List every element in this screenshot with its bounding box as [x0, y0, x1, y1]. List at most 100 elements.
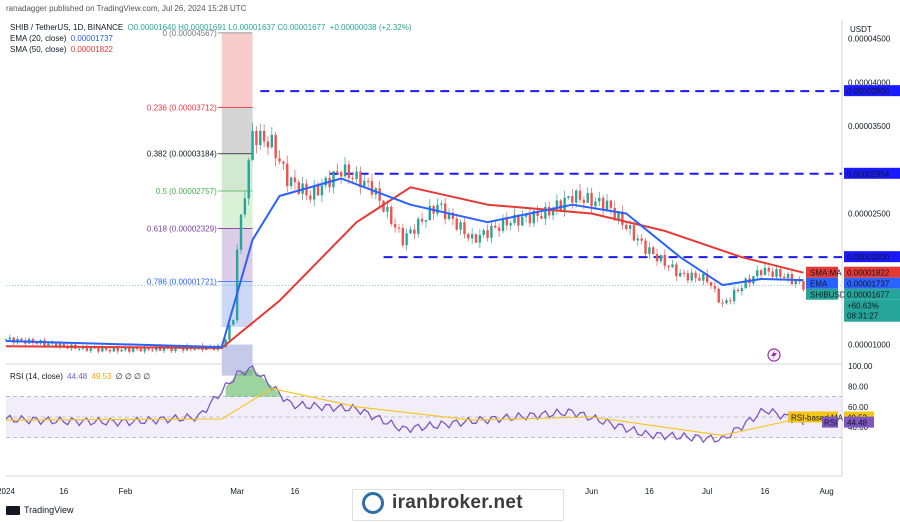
candle-body	[54, 342, 58, 348]
candle-body	[447, 212, 451, 220]
candle-body	[663, 254, 666, 266]
candle-body	[363, 180, 366, 188]
candle-body	[443, 203, 447, 220]
candle-body	[262, 130, 266, 142]
candle-body	[632, 225, 636, 241]
candle-body	[112, 347, 116, 352]
candle-body	[779, 269, 782, 277]
candle-body	[305, 183, 308, 196]
candle-body	[116, 347, 119, 352]
watermark-logo-icon	[362, 492, 384, 514]
candle-body	[609, 200, 613, 208]
legend-sma-label: SMA (50, close)	[10, 45, 67, 54]
symbol-tag-left: SHIBUSDT	[810, 291, 851, 300]
candle-body	[528, 214, 532, 224]
fib-level-label: 0.5 (0.00002757)	[156, 187, 217, 196]
candle-body	[289, 177, 293, 187]
candle-body	[382, 200, 385, 212]
candle-body	[536, 210, 539, 216]
candle-body	[378, 188, 381, 201]
candle-body	[401, 228, 405, 246]
candle-body	[89, 347, 92, 351]
candle-body	[228, 324, 231, 340]
ema-tag-right-box	[844, 277, 900, 289]
price-tick-label: 0.00001000	[848, 341, 891, 350]
candle-body	[332, 171, 335, 188]
candle-body	[77, 348, 81, 350]
candle-body	[628, 225, 632, 230]
ema-tag-left-box	[806, 277, 838, 289]
candle-body	[709, 282, 713, 286]
ema-tag-right: 0.00001737	[847, 280, 890, 289]
candle-body	[667, 265, 670, 268]
candle-body	[232, 320, 235, 325]
candle-body	[97, 347, 100, 352]
candle-body	[548, 206, 551, 216]
fib-band	[221, 191, 253, 229]
candle-body	[690, 272, 693, 281]
resistance-mid-tag-box	[844, 167, 900, 179]
legend-ema-value: 0.00001737	[70, 34, 113, 43]
candle-body	[771, 271, 774, 277]
candle-body	[567, 196, 570, 198]
candle-body	[517, 214, 520, 226]
tradingview-logo-icon	[6, 505, 20, 515]
fib-level-label: 0.382 (0.00003184)	[147, 150, 217, 159]
sma50-line	[5, 186, 804, 349]
candle-body	[393, 223, 397, 228]
candle-body	[486, 230, 489, 238]
legend-symbol-row: SHIB / TetherUS, 1D, BINANCE O0.00001640…	[10, 22, 412, 33]
candle-body	[366, 180, 370, 182]
rsi-tag-left-box	[822, 416, 838, 428]
candle-body	[786, 273, 790, 279]
candle-body	[490, 225, 493, 238]
legend-rsi-ma-value: 49.53	[91, 372, 112, 381]
candle-body	[482, 230, 485, 235]
candle-body	[744, 278, 747, 289]
candle-body	[586, 193, 589, 203]
candle-body	[8, 337, 12, 340]
candle-body	[590, 193, 593, 207]
candle-body	[224, 339, 227, 348]
time-tick-label: Aug	[819, 487, 833, 496]
rsi-tick-label: 100.00	[848, 362, 873, 371]
candle-body	[582, 199, 586, 203]
candle-body	[544, 206, 547, 219]
candle-body	[497, 227, 501, 231]
candle-body	[174, 346, 177, 352]
time-tick-label: 16	[645, 487, 654, 496]
candle-body	[339, 172, 343, 177]
candle-body	[671, 264, 674, 268]
candle-body	[601, 197, 605, 211]
candle-body	[682, 272, 686, 274]
candle-body	[459, 222, 462, 230]
candle-body	[736, 289, 740, 292]
candle-body	[12, 337, 15, 343]
candle-body	[151, 349, 154, 351]
candle-body	[648, 247, 651, 254]
candle-body	[713, 285, 717, 289]
candle-body	[521, 216, 524, 226]
candle-body	[644, 240, 647, 254]
candle-body	[559, 200, 562, 211]
candle-body	[278, 158, 281, 162]
candle-body	[104, 347, 108, 350]
candle-body	[694, 272, 697, 278]
candle-body	[420, 218, 424, 222]
candle-body	[239, 214, 243, 250]
candle-body	[347, 164, 351, 178]
candle-body	[729, 300, 732, 302]
candle-body	[740, 288, 744, 292]
candle-body	[767, 267, 771, 272]
candle-body	[621, 211, 624, 225]
candle-body	[775, 269, 778, 277]
candle-body	[524, 214, 528, 217]
candle-body	[686, 273, 690, 281]
candle-body	[413, 229, 416, 234]
sma-tag-right-box	[844, 266, 900, 278]
candle-body	[405, 233, 408, 246]
candle-body	[85, 345, 89, 351]
fib-level-label: 0.618 (0.00002329)	[147, 224, 217, 233]
candle-body	[732, 289, 736, 302]
